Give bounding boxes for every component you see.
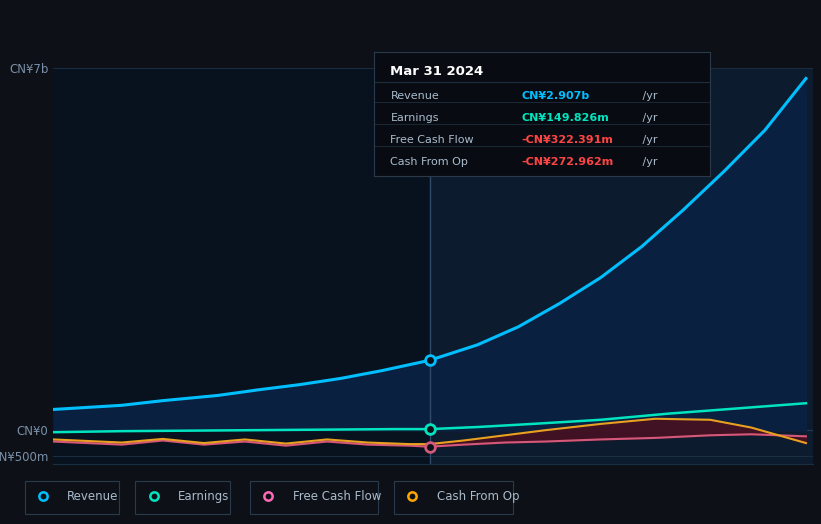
Text: CN¥149.826m: CN¥149.826m <box>521 113 609 123</box>
Bar <box>135 481 230 514</box>
Text: Free Cash Flow: Free Cash Flow <box>293 490 382 503</box>
Text: Earnings: Earnings <box>391 113 439 123</box>
Text: /yr: /yr <box>640 157 658 167</box>
Text: Cash From Op: Cash From Op <box>437 490 519 503</box>
Bar <box>394 481 513 514</box>
Text: Mar 31 2024: Mar 31 2024 <box>391 64 484 78</box>
Text: /yr: /yr <box>640 135 658 145</box>
Text: Revenue: Revenue <box>391 91 439 101</box>
Text: /yr: /yr <box>640 91 658 101</box>
Text: -CN¥272.962m: -CN¥272.962m <box>521 157 614 167</box>
Bar <box>250 481 378 514</box>
Text: Analysts Forecasts: Analysts Forecasts <box>439 79 549 92</box>
Bar <box>25 481 119 514</box>
Text: Cash From Op: Cash From Op <box>391 157 468 167</box>
Bar <box>53 68 429 464</box>
Text: Free Cash Flow: Free Cash Flow <box>391 135 474 145</box>
Text: -CN¥322.391m: -CN¥322.391m <box>521 135 613 145</box>
Text: Earnings: Earnings <box>178 490 230 503</box>
Text: CN¥2.907b: CN¥2.907b <box>521 91 590 101</box>
Text: Past: Past <box>396 79 420 92</box>
Text: /yr: /yr <box>640 113 658 123</box>
Text: Revenue: Revenue <box>67 490 119 503</box>
